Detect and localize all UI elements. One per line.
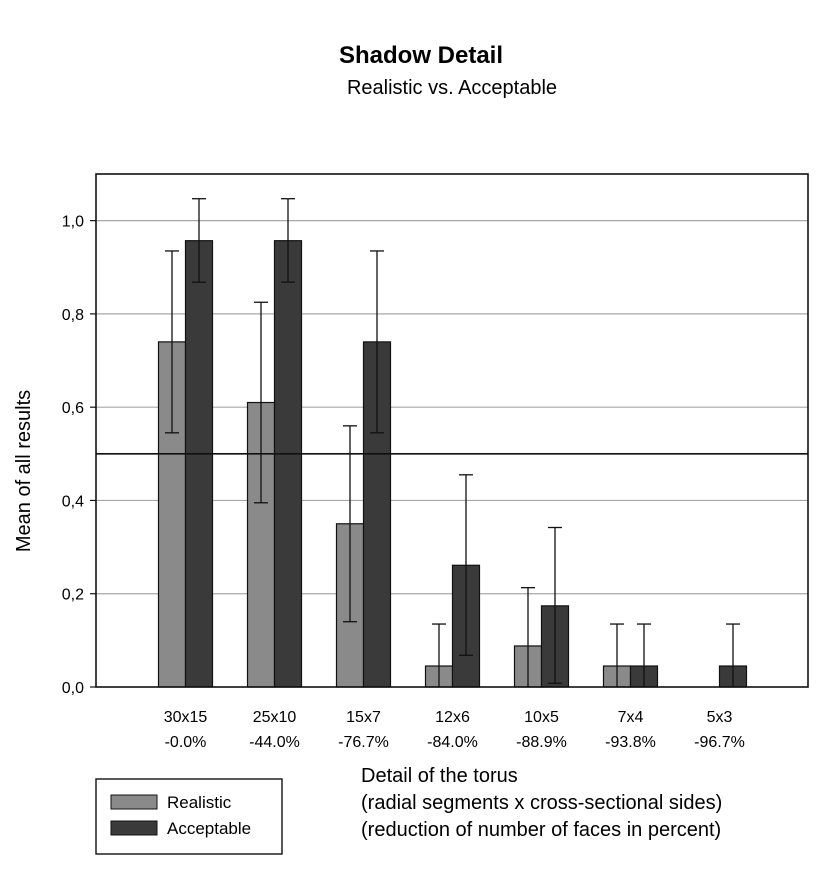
legend-label-acceptable: Acceptable <box>167 819 251 838</box>
x-tick-label: 12x6 <box>435 709 470 726</box>
x-axis-label-line-3: (reduction of number of faces in percent… <box>361 819 721 841</box>
y-axis-label: Mean of all results <box>13 390 35 552</box>
legend-label-realistic: Realistic <box>167 793 232 812</box>
bars <box>157 240 748 688</box>
x-tick-label: 15x7 <box>346 709 381 726</box>
y-tick-label: 0,6 <box>62 400 84 417</box>
y-axis-ticks: 0,0 0,2 0,4 0,6 0,8 1,0 <box>62 214 96 697</box>
legend-swatch-realistic <box>110 794 158 810</box>
x-tick-label: 25x10 <box>253 709 297 726</box>
x-axis-ticks: 30x15 -0.0% 25x10 -44.0% 15x7 -76.7% 12x6 -84.0… <box>164 709 745 751</box>
y-tick-label: 0,4 <box>62 493 84 510</box>
error-bars <box>165 198 740 687</box>
x-tick-label: 5x3 <box>707 709 733 726</box>
x-tick-label: 10x5 <box>524 709 559 726</box>
x-tick-sublabel: -96.7% <box>694 734 745 751</box>
legend: Realistic Acceptable <box>95 778 283 855</box>
x-axis-label-line-1: Detail of the torus <box>361 765 518 787</box>
x-tick-sublabel: -84.0% <box>427 734 478 751</box>
x-tick-sublabel: -93.8% <box>605 734 656 751</box>
y-tick-label: 1,0 <box>62 214 84 231</box>
grid-lines <box>96 220 808 595</box>
x-axis-label-line-2: (radial segments x cross-sectional sides… <box>361 792 722 814</box>
x-tick-sublabel: -0.0% <box>165 734 207 751</box>
y-tick-label: 0,2 <box>62 587 84 604</box>
chart-subtitle: Realistic vs. Acceptable <box>347 77 557 99</box>
x-tick-label: 30x15 <box>164 709 208 726</box>
y-tick-label: 0,8 <box>62 307 84 324</box>
x-tick-sublabel: -88.9% <box>516 734 567 751</box>
plot-frame <box>95 173 809 688</box>
chart-title: Shadow Detail <box>339 42 503 69</box>
x-tick-sublabel: -44.0% <box>249 734 300 751</box>
legend-box <box>95 778 283 855</box>
x-tick-label: 7x4 <box>618 709 644 726</box>
x-tick-sublabel: -76.7% <box>338 734 389 751</box>
bar-acceptable <box>273 240 303 688</box>
x-axis-label: Detail of the torus (radial segments x c… <box>361 765 722 841</box>
y-tick-label: 0,0 <box>62 680 84 697</box>
bar-acceptable <box>184 240 214 688</box>
legend-swatch-acceptable <box>110 820 158 836</box>
